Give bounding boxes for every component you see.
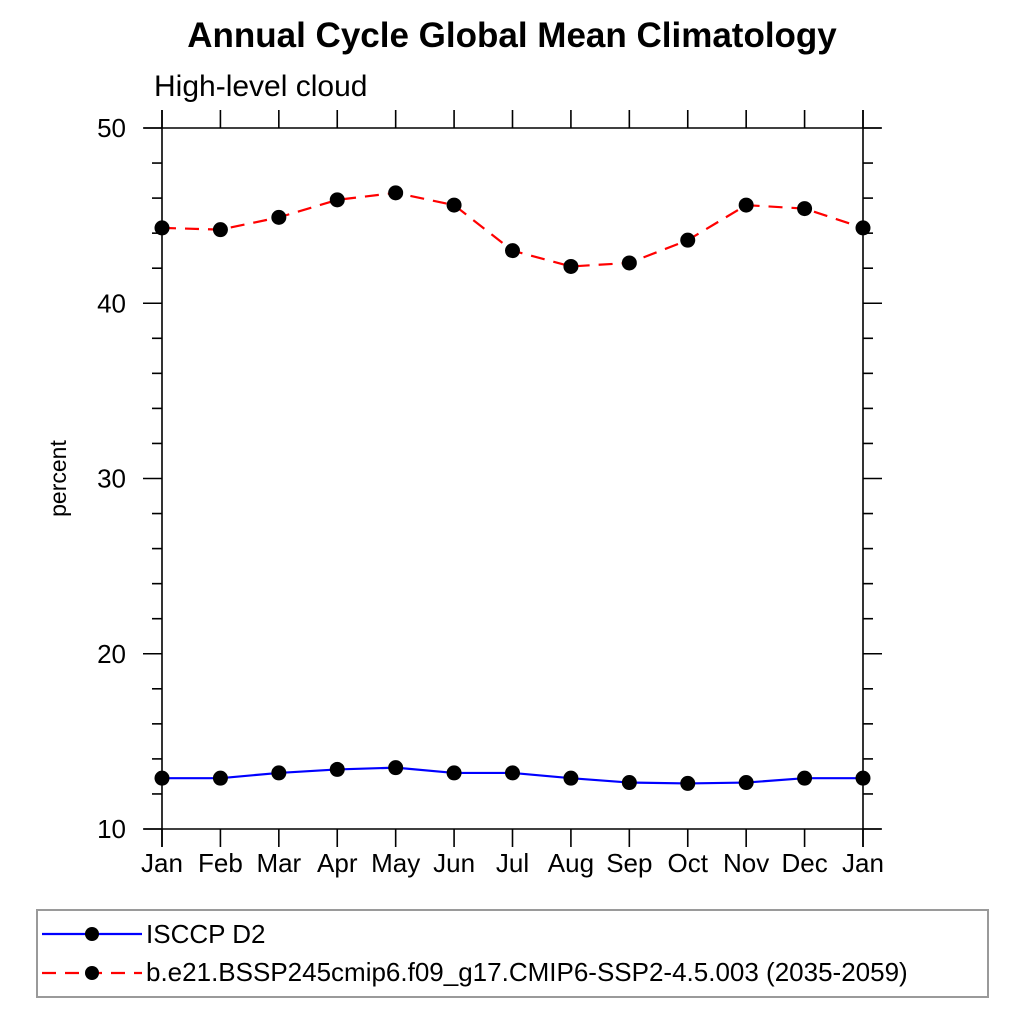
data-point-marker [388,760,404,776]
legend-label: b.e21.BSSP245cmip6.f09_g17.CMIP6-SSP2-4.… [146,957,908,988]
legend-label: ISCCP D2 [146,918,266,949]
data-point-marker [738,775,754,791]
legend-sample-marker [85,965,99,980]
x-tick-label: Jul [496,848,529,878]
data-point-marker [797,770,813,786]
x-tick-label: May [371,848,420,878]
data-point-marker [271,765,287,781]
chart-title: Annual Cycle Global Mean Climatology [187,16,837,55]
y-tick-label: 20 [97,639,126,669]
data-point-marker [680,232,696,248]
y-axis-label: percent [45,440,71,517]
y-tick-label: 50 [97,113,126,143]
y-tick-label: 40 [97,288,126,318]
data-point-marker [446,197,462,213]
data-point-marker [855,220,871,236]
x-tick-label: Apr [317,848,358,878]
legend-solid-line-sample-icon [42,927,142,942]
x-tick-label: Feb [198,848,243,878]
x-tick-label: Dec [781,848,827,878]
data-point-marker [855,770,871,786]
data-point-marker [388,185,404,201]
data-point-marker [563,258,579,274]
data-point-marker [154,770,170,786]
chart-subtitle: High-level cloud [154,70,368,103]
legend-item-isccp-d2: ISCCP D2 [38,919,987,949]
data-point-marker [738,197,754,213]
x-tick-label: Nov [723,848,769,878]
plot-area: Jan Feb Mar Apr May Jun Jul Aug Sep Oct Nov Dec Jan 1… [45,110,884,878]
y-tick-label: 30 [97,464,126,494]
legend-item-model-run: b.e21.BSSP245cmip6.f09_g17.CMIP6-SSP2-4.… [38,957,987,988]
legend-box: ISCCP D2 b.e21.BSSP245cmip6.f09_g17.CMIP… [36,909,989,998]
data-point-marker [563,770,579,786]
x-tick-label: Jan [141,848,183,878]
data-point-marker [797,201,813,217]
data-point-marker [154,220,170,236]
x-tick-label: Sep [606,848,652,878]
legend-dashed-line-sample-icon [42,965,142,980]
data-point-marker [505,765,520,781]
data-point-marker [329,192,345,208]
data-point-marker [505,243,520,259]
y-tick-label: 10 [97,814,126,844]
data-point-marker [621,255,637,271]
data-point-marker [680,775,696,791]
legend-sample-marker [85,927,99,942]
data-point-marker [271,209,287,225]
data-point-marker [621,775,637,791]
data-point-marker [212,222,228,238]
data-point-marker [212,770,228,786]
x-tick-label: Jun [433,848,475,878]
x-tick-label: Oct [668,848,709,878]
data-point-marker [446,765,462,781]
x-tick-label: Mar [256,848,301,878]
x-tick-label: Jan [842,848,884,878]
data-point-marker [329,761,345,777]
x-tick-label: Aug [548,848,594,878]
